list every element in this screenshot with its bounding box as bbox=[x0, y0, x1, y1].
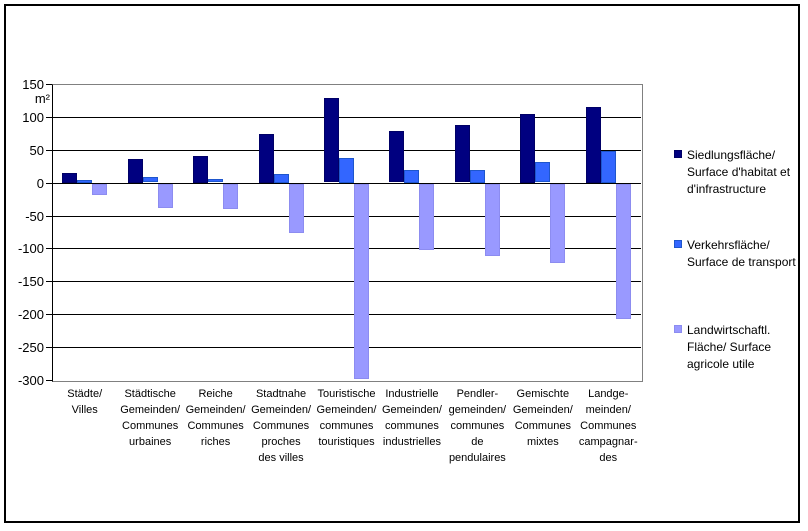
bar-landwirtschaftliche-flaeche bbox=[419, 184, 434, 250]
y-axis-tick-mark bbox=[46, 248, 52, 250]
y-axis-tick-label: -50 bbox=[25, 208, 44, 224]
x-axis-labels: Städte/ Villes Städtische Gemeinden/ Comm… bbox=[52, 386, 641, 466]
zero-axis-line bbox=[52, 182, 641, 184]
grid-line bbox=[52, 116, 641, 118]
y-axis-tick-mark bbox=[46, 149, 52, 151]
x-axis-category-label: Stadtnahe Gemeinden/ Communes proches de… bbox=[251, 388, 312, 464]
bar-siedlungsflaeche bbox=[259, 134, 274, 183]
legend: Siedlungsfläche/ Surface d'habitat et d'… bbox=[662, 0, 804, 531]
x-axis-category-label: Reiche Gemeinden/ Communes riches bbox=[185, 388, 246, 448]
legend-swatch-verkehrsflaeche bbox=[674, 240, 682, 248]
y-axis-tick-label: -300 bbox=[17, 373, 44, 388]
y-axis-tick-mark bbox=[46, 380, 52, 381]
y-axis-tick-label: -250 bbox=[17, 340, 44, 356]
legend-swatch-siedlungsflaeche bbox=[674, 150, 682, 158]
bar-landwirtschaftliche-flaeche bbox=[289, 184, 304, 233]
bar-landwirtschaftliche-flaeche bbox=[616, 184, 631, 319]
bar-verkehrsflaeche bbox=[143, 177, 158, 182]
bar-siedlungsflaeche bbox=[193, 156, 208, 183]
bar-landwirtschaftliche-flaeche bbox=[354, 184, 369, 379]
bar-siedlungsflaeche bbox=[128, 159, 143, 183]
x-axis-category-label: Städtische Gemeinden/ Communes urbaines bbox=[120, 388, 181, 448]
bar-landwirtschaftliche-flaeche bbox=[550, 184, 565, 263]
grid-line bbox=[52, 281, 641, 283]
x-axis-category-label: Pendler- gemeinden/ communes de pendulai… bbox=[448, 388, 507, 464]
y-axis-tick-mark bbox=[46, 182, 52, 184]
bar-verkehrsflaeche bbox=[339, 158, 354, 183]
x-axis-category-label: Industrielle Gemeinden/ communes industr… bbox=[381, 388, 442, 448]
legend-item-siedlungsflaeche: Siedlungsfläche/ Surface d'habitat et d'… bbox=[674, 147, 790, 198]
plot-area bbox=[52, 84, 643, 382]
y-axis-tick-label: 50 bbox=[29, 142, 44, 158]
bar-siedlungsflaeche bbox=[520, 114, 535, 183]
y-axis-tick-label: 0 bbox=[36, 175, 44, 191]
legend-label: Landwirtschaftl. Fläche/ Surface agricol… bbox=[687, 323, 772, 371]
bar-landwirtschaftliche-flaeche bbox=[92, 184, 107, 195]
bar-verkehrsflaeche bbox=[404, 170, 419, 183]
bar-landwirtschaftliche-flaeche bbox=[485, 184, 500, 256]
y-axis-tick-mark bbox=[46, 215, 52, 217]
bar-siedlungsflaeche bbox=[324, 98, 339, 182]
bar-verkehrsflaeche bbox=[535, 162, 550, 182]
y-axis-tick-mark bbox=[46, 347, 52, 349]
legend-item-landwirtschaftliche-flaeche: Landwirtschaftl. Fläche/ Surface agricol… bbox=[674, 322, 771, 373]
grid-line bbox=[52, 248, 641, 250]
bar-siedlungsflaeche bbox=[389, 131, 404, 182]
y-axis-tick-label: -200 bbox=[17, 307, 44, 323]
y-axis-tick-mark bbox=[46, 281, 52, 283]
bar-verkehrsflaeche bbox=[77, 180, 92, 183]
grid-line bbox=[52, 149, 641, 151]
y-axis-tick-label: -100 bbox=[17, 241, 44, 257]
bar-verkehrsflaeche bbox=[601, 151, 616, 183]
grid-line bbox=[52, 215, 641, 217]
y-axis-unit-label: m² bbox=[34, 91, 50, 106]
legend-swatch-landwirtschaftliche-flaeche bbox=[674, 325, 682, 333]
bar-verkehrsflaeche bbox=[470, 170, 485, 183]
legend-item-verkehrsflaeche: Verkehrsfläche/ Surface de transport bbox=[674, 237, 796, 271]
bar-siedlungsflaeche bbox=[455, 125, 470, 182]
y-axis-tick-label: 100 bbox=[22, 109, 44, 125]
x-axis-category-label: Touristische Gemeinden/ communes tourist… bbox=[316, 388, 377, 448]
y-axis-tick-mark bbox=[46, 314, 52, 316]
bar-siedlungsflaeche bbox=[586, 107, 601, 183]
legend-label: Verkehrsfläche/ Surface de transport bbox=[687, 238, 796, 269]
bar-landwirtschaftliche-flaeche bbox=[158, 184, 173, 208]
bar-verkehrsflaeche bbox=[274, 174, 289, 183]
grid-line bbox=[52, 347, 641, 349]
x-axis-category-label: Landge- meinden/ Communes campagnar- des bbox=[578, 388, 638, 464]
bar-verkehrsflaeche bbox=[208, 179, 223, 182]
x-axis-category-label: Städte/ Villes bbox=[67, 388, 103, 416]
y-axis-tick-label: 150 bbox=[22, 77, 44, 92]
y-axis-tick-mark bbox=[46, 116, 52, 118]
bar-landwirtschaftliche-flaeche bbox=[223, 184, 238, 209]
y-axis-tick-mark bbox=[46, 84, 52, 85]
legend-label: Siedlungsfläche/ Surface d'habitat et d'… bbox=[687, 148, 791, 196]
grid-line bbox=[52, 314, 641, 316]
bar-siedlungsflaeche bbox=[62, 173, 77, 183]
y-axis-tick-label: -150 bbox=[17, 274, 44, 290]
x-axis-category-label: Gemischte Gemeinden/ Communes mixtes bbox=[512, 388, 573, 448]
